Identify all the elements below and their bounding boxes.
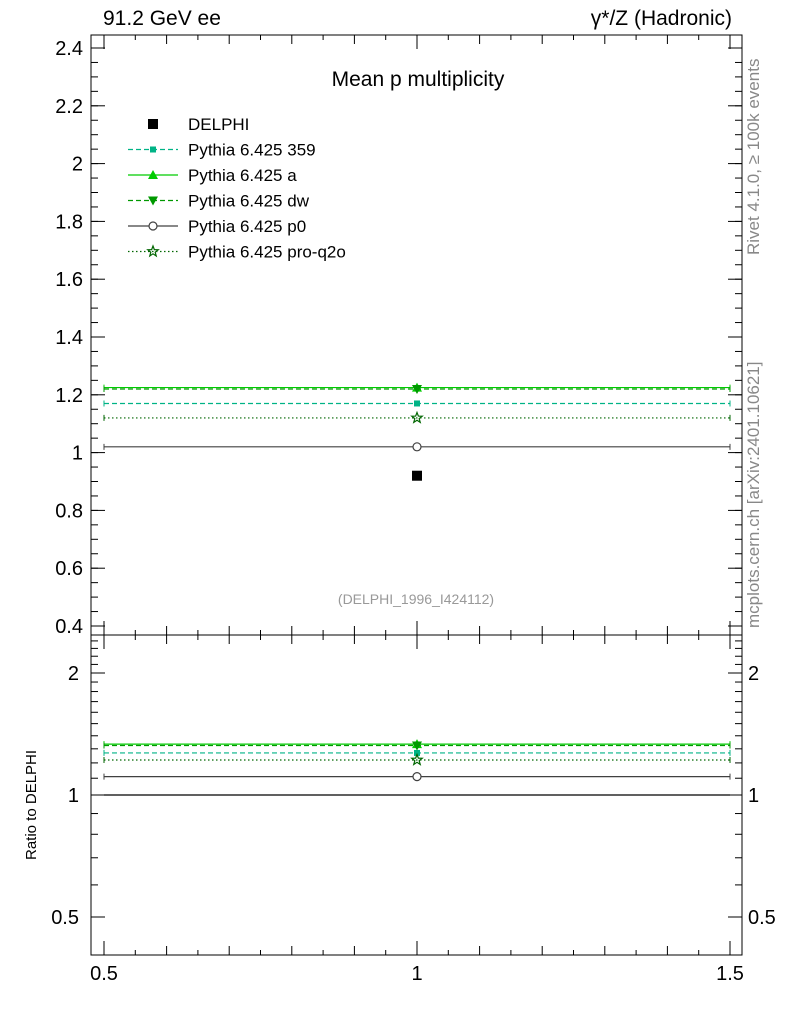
- legend-entry-0-marker: [148, 119, 158, 129]
- main-y-tick-label: 1.2: [55, 385, 83, 407]
- ratio-x-tick-label: 0.5: [90, 963, 118, 985]
- legend-entry-1-label: Pythia 6.425 359: [188, 141, 316, 160]
- legend-entry-3-marker: [148, 196, 158, 206]
- main-series-0-marker: [412, 470, 422, 481]
- main-y-tick-label: 1: [72, 443, 83, 465]
- axis-ticks: 0.4 0.6 0.8 1 1.2 1.4 1.6 1.8 2 2.2 2.4 0.5 1 1.5 0.5 0…: [51, 35, 776, 985]
- main-series-4-marker: [412, 442, 422, 452]
- header-left-label: 91.2 GeV ee: [103, 7, 221, 30]
- main-y-tick-label: 2.4: [55, 38, 83, 60]
- analysis-id-watermark: (DELPHI_1996_I424112): [338, 591, 494, 607]
- legend-entry-5-marker: [146, 244, 160, 258]
- main-y-tick-label: 1.8: [55, 211, 83, 233]
- ratio-y-tick-label-left: 1: [68, 785, 79, 807]
- main-y-tick-label: 2: [72, 154, 83, 176]
- ratio-x-tick-label: 1.5: [716, 963, 744, 985]
- ratio-y-tick-label-right: 2: [748, 663, 759, 685]
- main-y-tick-label: 0.8: [55, 500, 83, 522]
- header-right-label: γ*/Z (Hadronic): [590, 7, 732, 30]
- legend-entry-4-label: Pythia 6.425 p0: [188, 217, 306, 236]
- ratio-series-5-marker: [410, 752, 424, 766]
- main-y-tick-label: 2.2: [55, 96, 83, 118]
- ratio-y-tick-label-right: 0.5: [748, 907, 776, 929]
- ratio-y-tick-label-left: 0.5: [51, 907, 79, 929]
- legend-entry-4-marker: [148, 221, 158, 231]
- ratio-x-tick-label: 1: [411, 963, 422, 985]
- ratio-series-3-marker: [412, 741, 422, 751]
- ratio-series-4-marker: [412, 772, 422, 782]
- main-series-3-marker: [412, 385, 422, 395]
- legend-entry-3-label: Pythia 6.425 dw: [188, 192, 310, 211]
- legend-entry-2-marker: [148, 170, 158, 179]
- legend-entry-2-label: Pythia 6.425 a: [188, 166, 297, 185]
- main-y-tick-label: 1.4: [55, 327, 83, 349]
- main-series-5-marker: [410, 410, 424, 424]
- chart-title: Mean p multiplicity: [332, 68, 505, 91]
- ratio-y-tick-label-left: 2: [68, 663, 79, 685]
- ratio-series-group: [103, 739, 731, 796]
- main-y-tick-label: 1.6: [55, 269, 83, 291]
- main-series-group: [103, 382, 731, 481]
- legend: DELPHI Pythia 6.425 359 Pythia 6.425 a Pyth…: [128, 115, 346, 262]
- main-y-tick-label: 0.4: [55, 616, 83, 638]
- legend-entry-1-marker: [150, 146, 156, 153]
- main-series-1-marker: [414, 400, 420, 407]
- main-y-tick-label: 0.6: [55, 558, 83, 580]
- ratio-y-tick-label-right: 1: [748, 785, 759, 807]
- legend-entry-0-label: DELPHI: [188, 115, 249, 134]
- legend-entry-5-label: Pythia 6.425 pro-q2o: [188, 243, 346, 262]
